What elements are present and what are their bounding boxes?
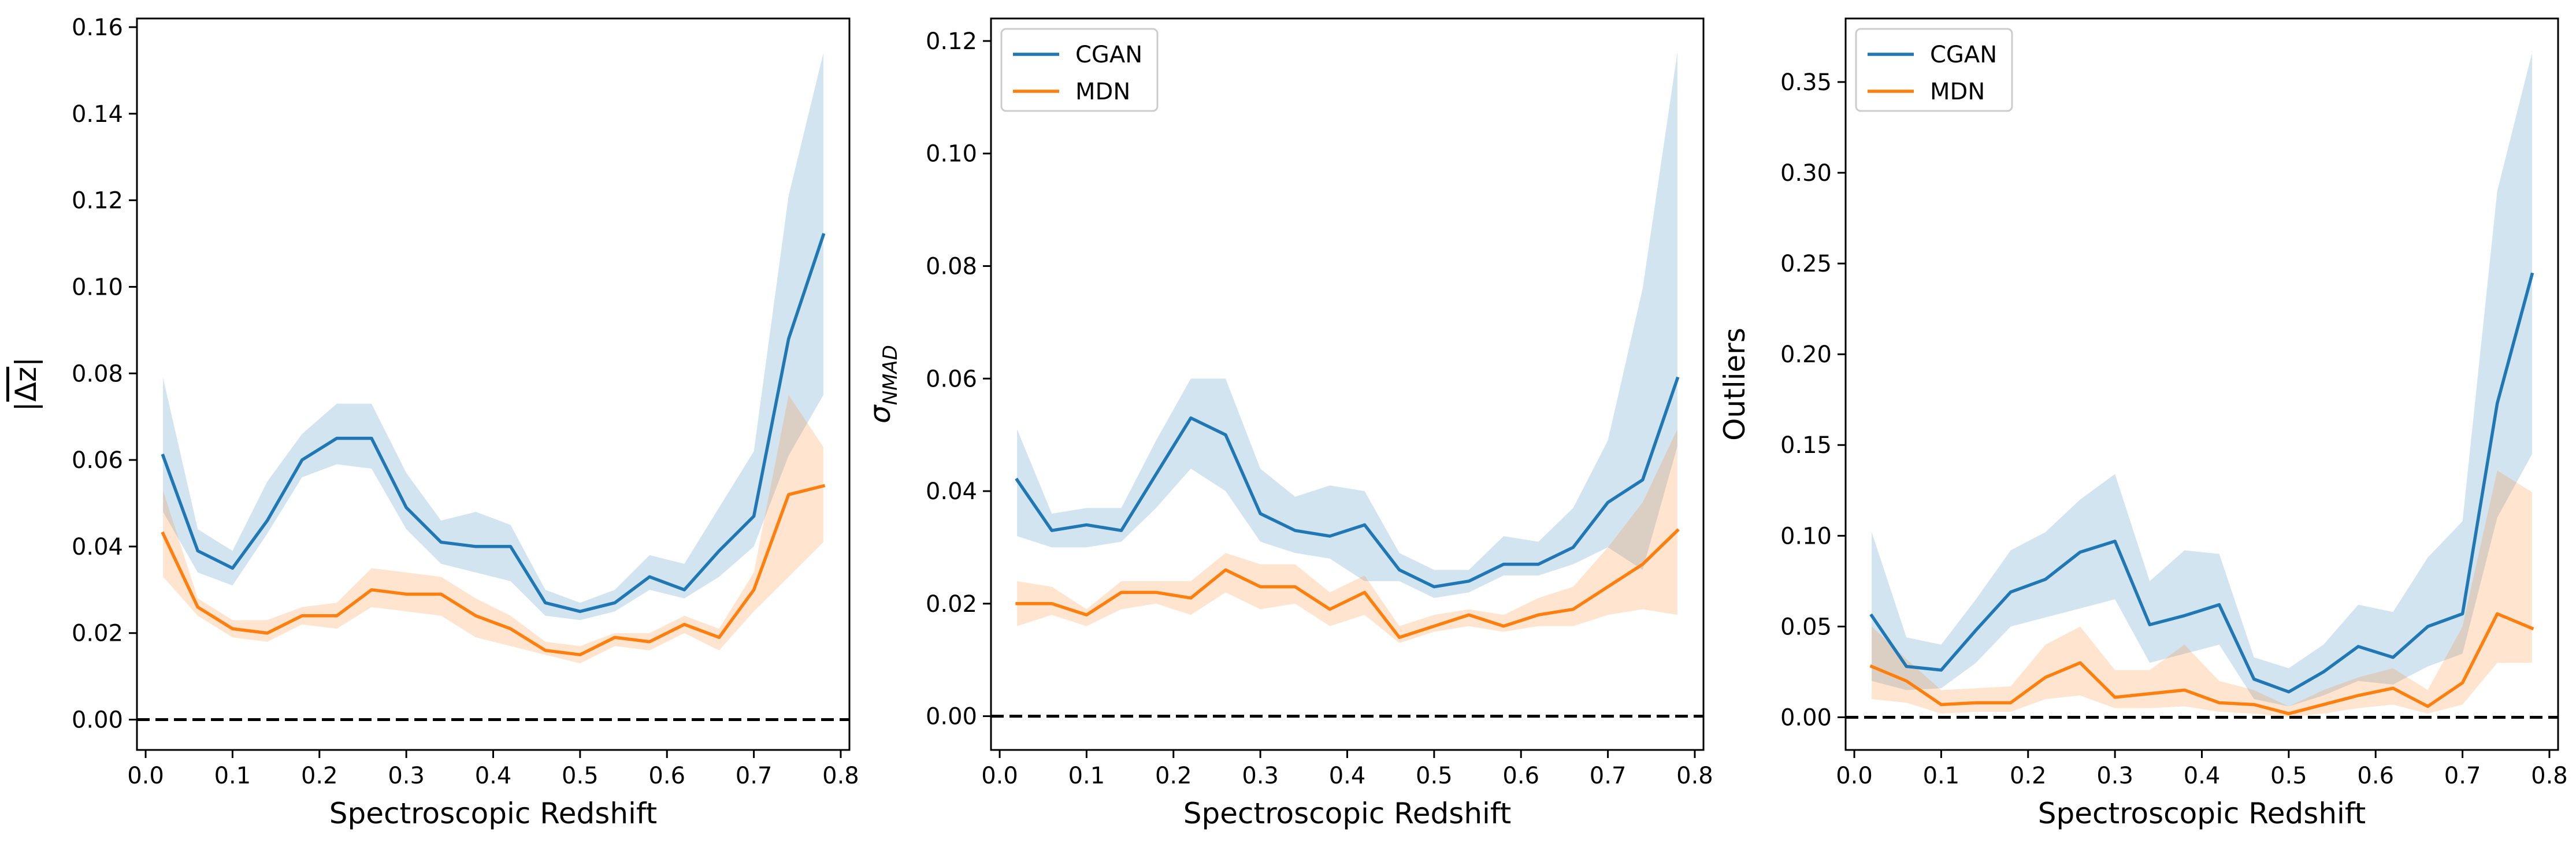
y-tick-label: 0.05 xyxy=(1780,614,1832,640)
x-tick-label: 0.8 xyxy=(1676,763,1713,789)
x-tick-label: 0.0 xyxy=(127,763,164,789)
mdn-band xyxy=(163,395,823,664)
y-tick-label: 0.08 xyxy=(926,253,977,280)
y-axis-label: σNMAD xyxy=(863,345,902,424)
y-tick-label: 0.12 xyxy=(926,28,977,55)
panel-3: 0.0 0.1 0.2 0.3 0.4 0.5 0.6 0.7 0.8 0.00 0.05 0.10 0… xyxy=(1718,17,2568,830)
x-tick-label: 0.0 xyxy=(1836,763,1873,789)
y-label-delta-z: Δz xyxy=(9,367,43,402)
y-tick-label: 0.15 xyxy=(1780,432,1832,459)
x-tick-label: 0.7 xyxy=(2444,763,2481,789)
x-tick-label: 0.6 xyxy=(2357,763,2394,789)
panel-2: 0.0 0.1 0.2 0.3 0.4 0.5 0.6 0.7 0.8 0.00 0.02 0.04 0… xyxy=(863,17,1713,830)
y-axis-label: |Δz| xyxy=(9,357,43,411)
y-tick-label: 0.10 xyxy=(72,274,123,300)
mdn-band xyxy=(1017,429,1677,643)
x-axis-label: Spectroscopic Redshift xyxy=(2038,797,2366,830)
x-tick-label: 0.5 xyxy=(562,763,599,789)
x-tick-label: 0.6 xyxy=(1502,763,1539,789)
y-tick-label: 0.30 xyxy=(1780,160,1832,187)
x-tick-label: 0.0 xyxy=(981,763,1018,789)
legend-label-cgan: CGAN xyxy=(1075,42,1142,68)
y-label-symbol: σ xyxy=(863,404,897,424)
mdn-line xyxy=(1015,528,1680,639)
x-tick-label: 0.8 xyxy=(822,763,859,789)
cgan-band xyxy=(1872,53,2532,707)
cgan-band xyxy=(1017,52,1677,599)
y-tick-label: 0.00 xyxy=(72,707,123,734)
cgan-line xyxy=(161,233,826,614)
x-tick-label: 0.2 xyxy=(1155,763,1192,789)
mdn-line xyxy=(161,484,826,656)
cgan-band xyxy=(163,53,823,621)
x-tick-label: 0.4 xyxy=(475,763,512,789)
plot-area xyxy=(991,52,1703,718)
x-tick-label: 0.6 xyxy=(648,763,685,789)
x-tick-label: 0.1 xyxy=(1068,763,1105,789)
y-tick-label: 0.04 xyxy=(926,478,977,505)
x-tick-label: 0.5 xyxy=(1416,763,1453,789)
y-tick-label: 0.16 xyxy=(72,14,123,41)
y-tick-label: 0.02 xyxy=(72,621,123,647)
x-tick-label: 0.3 xyxy=(2096,763,2133,789)
legend: CGAN MDN xyxy=(1855,28,2013,112)
x-tick-label: 0.2 xyxy=(301,763,338,789)
x-tick-label: 0.3 xyxy=(1242,763,1279,789)
y-tick-label: 0.25 xyxy=(1780,251,1832,277)
mdn-band xyxy=(1872,470,2532,718)
y-tick-label: 0.35 xyxy=(1780,69,1832,96)
legend-label-mdn: MDN xyxy=(1075,79,1130,105)
plot-area xyxy=(137,53,849,722)
y-tick-label: 0.06 xyxy=(72,447,123,474)
y-tick-label: 0.00 xyxy=(1780,704,1832,731)
y-label-bar: | xyxy=(9,402,43,411)
panel-1: 0.0 0.1 0.2 0.3 0.4 0.5 0.6 0.7 0.8 0.00 0.02 0.04 0… xyxy=(9,14,859,830)
y-tick-label: 0.02 xyxy=(926,591,977,618)
x-tick-label: 0.4 xyxy=(2184,763,2221,789)
legend-label-cgan: CGAN xyxy=(1930,42,1997,68)
y-tick-label: 0.10 xyxy=(926,141,977,168)
y-label-subscript: NMAD xyxy=(879,345,902,405)
x-tick-label: 0.2 xyxy=(2010,763,2047,789)
plot-area xyxy=(1846,53,2558,719)
legend: CGAN MDN xyxy=(1000,28,1159,112)
x-tick-label: 0.5 xyxy=(2270,763,2307,789)
mdn-line xyxy=(1869,612,2534,715)
x-tick-label: 0.3 xyxy=(388,763,425,789)
y-tick-label: 0.04 xyxy=(72,534,123,560)
x-axis-label: Spectroscopic Redshift xyxy=(1183,797,1511,830)
x-tick-label: 0.1 xyxy=(1923,763,1960,789)
cgan-line xyxy=(1869,272,2534,694)
y-tick-label: 0.06 xyxy=(926,366,977,392)
y-tick-label: 0.08 xyxy=(72,361,123,387)
x-axis-label: Spectroscopic Redshift xyxy=(329,797,657,830)
y-axis-label: Outliers xyxy=(1718,328,1751,441)
y-tick-label: 0.00 xyxy=(926,704,977,730)
legend-label-mdn: MDN xyxy=(1930,79,1985,105)
y-tick-label: 0.14 xyxy=(72,101,123,128)
y-label-bar: | xyxy=(9,357,43,367)
y-tick-label: 0.10 xyxy=(1780,523,1832,549)
x-tick-label: 0.7 xyxy=(736,763,773,789)
axes-frame xyxy=(990,17,1705,751)
x-tick-label: 0.1 xyxy=(214,763,251,789)
cgan-line xyxy=(1015,376,1680,589)
y-tick-label: 0.20 xyxy=(1780,341,1832,368)
x-tick-label: 0.7 xyxy=(1590,763,1627,789)
x-tick-label: 0.4 xyxy=(1329,763,1366,789)
x-tick-label: 0.8 xyxy=(2531,763,2568,789)
y-tick-label: 0.12 xyxy=(72,188,123,214)
